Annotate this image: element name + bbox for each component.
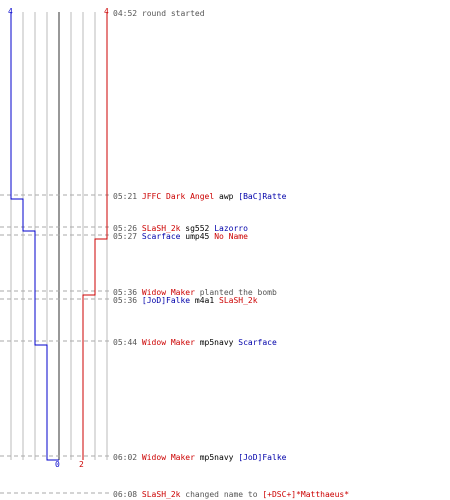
event-time: 05:26 <box>113 224 138 233</box>
red-team-player: SLaSH_2k <box>141 224 181 233</box>
weapon-name: mp5navy <box>199 453 234 462</box>
event-time: 05:36 <box>113 296 138 305</box>
event-row: 05:36 Widow Maker planted the bomb <box>113 288 277 298</box>
blue-team-alive-line <box>10 12 59 461</box>
red-team-player: Widow Maker <box>141 453 195 462</box>
red-team-player: Widow Maker <box>141 288 195 297</box>
event-row: 05:21 JFFC Dark Angel awp [BaC]Ratte <box>113 192 286 202</box>
blue-team-player: Scarface <box>238 338 277 347</box>
red-team-player: Widow Maker <box>141 338 195 347</box>
score-grid <box>10 12 108 460</box>
weapon-name: mp5navy <box>199 338 234 347</box>
event-dash-lines <box>0 194 110 494</box>
event-time: 05:44 <box>113 338 138 347</box>
event-time: 04:52 <box>113 9 138 18</box>
red-team-alive-line <box>82 12 108 460</box>
event-time: 06:02 <box>113 453 138 462</box>
red-team-player: No Name <box>214 232 248 241</box>
top-blue-count: 4 <box>8 7 13 16</box>
weapon-name: sg552 <box>185 224 210 233</box>
event-row: 06:02 Widow Maker mp5navy [JoD]Falke <box>113 453 286 463</box>
weapon-name: awp <box>219 192 234 201</box>
bottom-blue-count: 0 <box>55 460 60 469</box>
bottom-red-count: 2 <box>79 460 84 469</box>
blue-team-player: [JoD]Falke <box>238 453 287 462</box>
event-row: 06:08 SLaSH_2k changed name to [+DSC+]*M… <box>113 490 349 500</box>
red-team-player: JFFC Dark Angel <box>141 192 215 201</box>
event-time: 05:27 <box>113 232 138 241</box>
event-text: round started <box>141 9 205 18</box>
top-red-count: 4 <box>104 7 109 16</box>
event-time: 06:08 <box>113 490 138 499</box>
event-text: changed name to <box>185 490 258 499</box>
weapon-name: m4a1 <box>194 296 215 305</box>
event-text: planted the bomb <box>199 288 277 297</box>
event-row: 04:52 round started <box>113 9 205 19</box>
blue-team-player: [JoD]Falke <box>141 296 191 305</box>
event-row: 05:44 Widow Maker mp5navy Scarface <box>113 338 277 348</box>
event-row: 05:27 Scarface ump45 No Name <box>113 232 248 242</box>
red-team-player: SLaSH_2k <box>219 296 258 305</box>
event-row: 05:26 SLaSH_2k sg552 Lazorro <box>113 224 248 234</box>
event-row: 05:36 [JoD]Falke m4a1 SLaSH_2k <box>113 296 258 306</box>
event-time: 05:36 <box>113 288 138 297</box>
blue-team-player: [BaC]Ratte <box>238 192 287 201</box>
weapon-name: ump45 <box>185 232 210 241</box>
event-time: 05:21 <box>113 192 138 201</box>
red-team-player: [+DSC+]*Matthaeus* <box>262 490 350 499</box>
red-team-player: SLaSH_2k <box>141 490 181 499</box>
blue-team-player: Scarface <box>141 232 181 241</box>
blue-team-player: Lazorro <box>214 224 248 233</box>
